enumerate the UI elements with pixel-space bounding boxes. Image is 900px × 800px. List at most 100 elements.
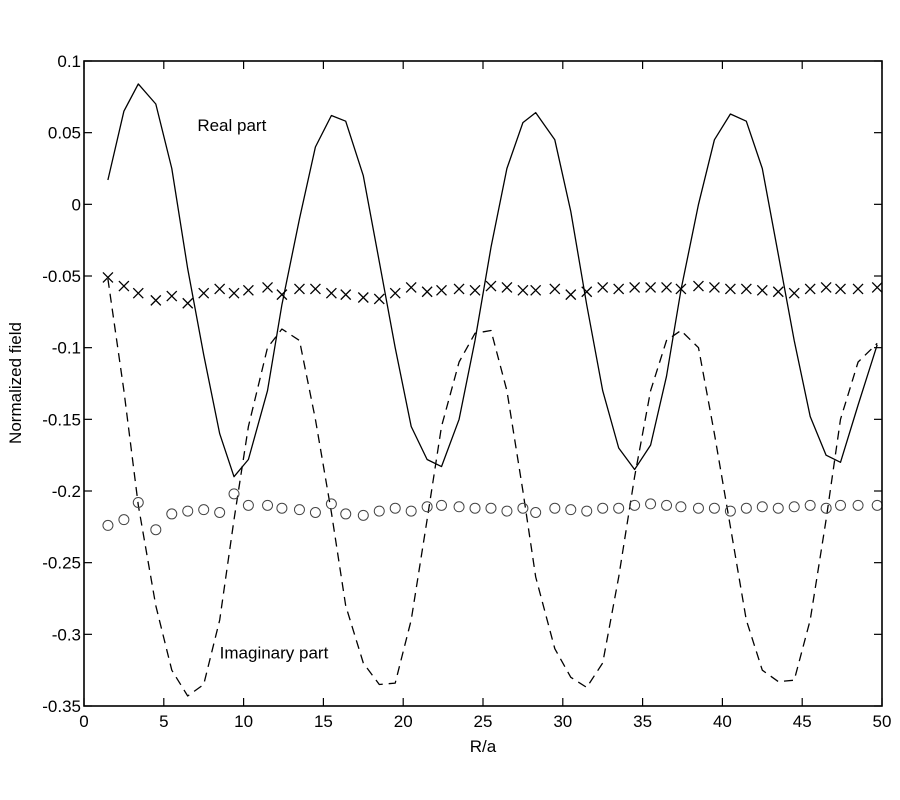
- x-marker: [597, 282, 609, 293]
- x-marker: [325, 287, 337, 299]
- x-tick-label: 30: [553, 712, 572, 731]
- annotation-real-part: Real part: [197, 116, 266, 135]
- x-marker: [693, 280, 704, 292]
- x-marker: [740, 283, 752, 295]
- x-marker: [835, 283, 846, 295]
- circle-marker: [549, 502, 561, 514]
- x-marker: [661, 282, 672, 293]
- circle-marker: [309, 507, 321, 518]
- x-marker: [228, 287, 240, 299]
- y-tick-label: -0.3: [52, 625, 81, 644]
- imaginary-part-line: [107, 278, 878, 697]
- circle-marker: [293, 504, 305, 516]
- circle-marker: [629, 499, 641, 511]
- circle-marker: [871, 499, 883, 511]
- circle-marker: [389, 502, 401, 514]
- x-marker: [436, 284, 447, 296]
- circle-marker: [421, 501, 433, 513]
- y-tick-label: -0.1: [52, 339, 81, 358]
- circle-marker: [325, 498, 337, 510]
- circle-marker: [228, 488, 240, 500]
- y-tick-label: 0: [72, 195, 81, 214]
- y-tick-label: -0.25: [42, 554, 81, 573]
- x-marker: [309, 283, 321, 295]
- series-layer: [102, 83, 883, 697]
- x-tick-label: 50: [873, 712, 892, 731]
- circle-marker: [182, 505, 194, 517]
- x-marker: [198, 287, 210, 299]
- circle-marker: [788, 501, 800, 513]
- x-marker: [214, 283, 226, 295]
- x-tick-label: 0: [79, 712, 88, 731]
- circle-marker: [102, 519, 114, 531]
- circle-marker: [357, 509, 369, 521]
- x-marker: [788, 287, 800, 299]
- circle-marker: [340, 508, 352, 520]
- x-marker: [182, 297, 194, 309]
- x-marker: [276, 289, 288, 301]
- x-tick-label: 15: [314, 712, 333, 731]
- x-tick-label: 25: [474, 712, 493, 731]
- x-marker: [804, 283, 816, 295]
- x-marker: [501, 282, 513, 293]
- x-marker: [675, 283, 687, 295]
- x-marker: [629, 282, 641, 293]
- circle-marker: [501, 505, 513, 517]
- y-tick-label: -0.05: [42, 267, 81, 286]
- x-marker: [340, 289, 352, 301]
- x-marker: [453, 283, 465, 295]
- circle-marker: [276, 502, 288, 514]
- x-tick-label: 20: [394, 712, 413, 731]
- y-tick-label: -0.2: [52, 482, 81, 501]
- x-marker: [262, 282, 273, 293]
- x-marker: [708, 282, 720, 293]
- x-tick-label: 40: [713, 712, 732, 731]
- circle-marker: [565, 504, 577, 516]
- circle-marker: [756, 501, 768, 513]
- circle-marker: [804, 499, 816, 511]
- axes: 0 5 10 15 20 25 30 35 40 45 50 0.1 0.05 0 -0.05 -0.1 -0.…: [42, 52, 891, 731]
- x-marker: [530, 284, 542, 296]
- circle-marker: [242, 499, 254, 511]
- x-marker: [724, 283, 736, 295]
- circle-marker: [436, 499, 448, 511]
- x-marker: [469, 284, 481, 296]
- circle-marker: [118, 514, 130, 526]
- x-marker: [118, 280, 130, 292]
- circle-marker: [373, 505, 385, 517]
- circle-marker: [517, 502, 529, 514]
- circle-marker: [772, 502, 784, 514]
- circle-marker: [661, 499, 673, 511]
- circle-marker: [724, 505, 736, 517]
- x-marker: [645, 282, 657, 293]
- circle-marker: [645, 498, 657, 510]
- circle-marker: [453, 501, 465, 513]
- y-axis-label: Normalized field: [6, 322, 25, 444]
- circle-marker: [692, 502, 704, 514]
- y-tick-label: -0.15: [42, 410, 81, 429]
- circle-marker: [597, 502, 609, 514]
- x-marker: [166, 290, 178, 302]
- circle-marker: [852, 499, 864, 511]
- x-marker: [565, 289, 577, 301]
- circle-marker: [835, 499, 847, 511]
- x-marker: [613, 283, 625, 295]
- x-marker: [772, 286, 784, 298]
- circle-marker: [581, 505, 593, 517]
- x-marker: [485, 280, 497, 292]
- circle-marker: [214, 507, 226, 518]
- x-marker: [421, 286, 433, 298]
- circle-marker: [820, 502, 832, 514]
- x-marker: [294, 283, 305, 295]
- circle-marker: [132, 496, 144, 508]
- x-marker: [389, 287, 401, 299]
- x-marker: [581, 286, 593, 298]
- circle-marker: [405, 505, 417, 517]
- x-marker: [405, 282, 417, 293]
- y-tick-label: 0.1: [57, 52, 81, 71]
- circle-marker: [262, 499, 274, 511]
- x-marker: [357, 292, 369, 303]
- circle-marker: [613, 502, 625, 514]
- plot-frame: [83, 60, 883, 707]
- circle-marker: [675, 501, 687, 513]
